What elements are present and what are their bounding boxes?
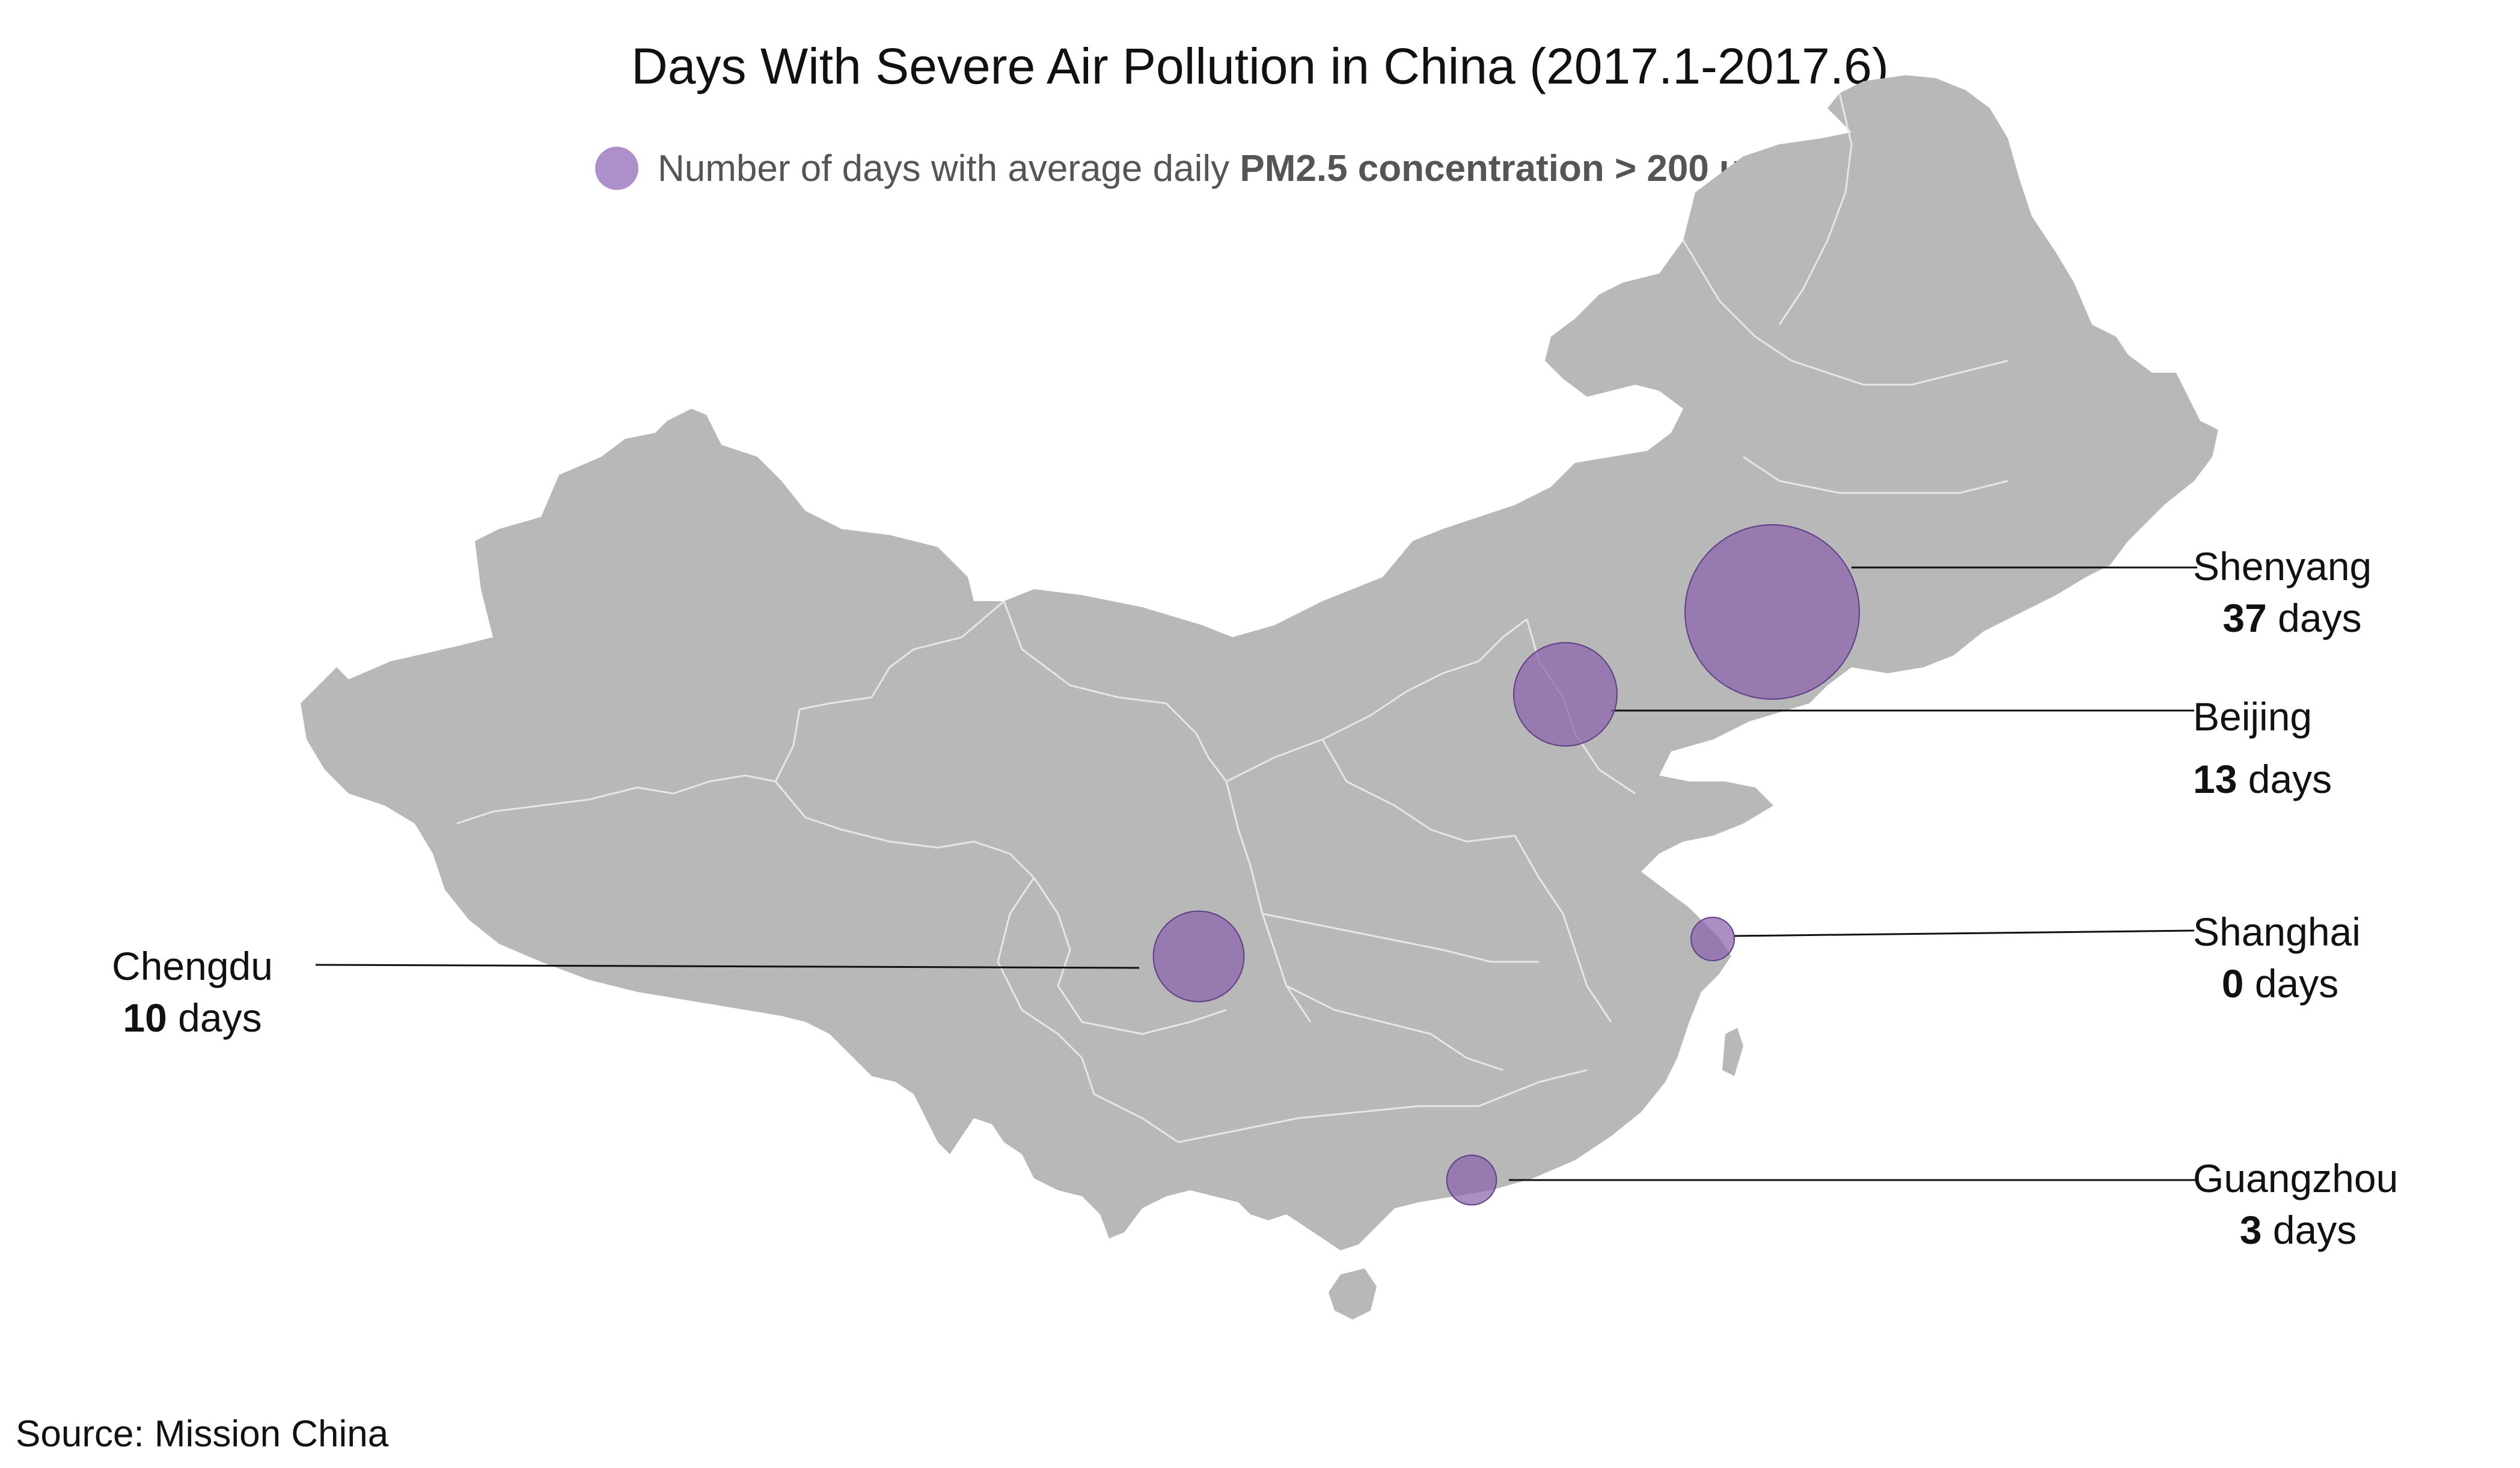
legend-text-prefix: Number of days with average daily [658,147,1230,189]
border-sichuan [1033,877,1227,1035]
border-inner-mongolia [1226,618,1528,783]
leader-lines [315,566,2197,1181]
beijing-label: Beijing 13 days [2193,691,2361,806]
shenyang-bubble [1684,524,1860,700]
border-hubei [1262,913,1539,963]
legend-marker [595,147,638,190]
border-heilongjiang [1778,93,1853,325]
chengdu-leader-line [315,964,1140,969]
source-note: Source: Mission China [16,1413,389,1455]
chengdu-name: Chengdu [112,944,273,988]
shenyang-days-value: 37 days [2222,595,2362,640]
mainland-shape [301,75,2218,1250]
border-guangdong [1178,1069,1588,1143]
border-northeast [1682,240,2008,386]
guangzhou-days-value: 3 days [2239,1207,2357,1252]
border-qinghai [774,781,1035,879]
border-xinjiang-east [774,600,1005,782]
taiwan-island [1722,1028,1743,1076]
shanghai-days-value: 0 days [2221,961,2339,1006]
chengdu-days-value: 10 days [123,995,262,1040]
shenyang-label: Shenyang 37 days [2193,541,2391,644]
shenyang-name: Shenyang [2193,544,2372,589]
chengdu-bubble [1152,910,1245,1003]
beijing-name: Beijing [2193,694,2313,739]
shanghai-label: Shanghai 0 days [2193,907,2367,1010]
bubbles [1152,524,1860,1206]
hainan-island [1329,1268,1377,1320]
guangzhou-name: Guangzhou [2193,1156,2399,1200]
beijing-days-value: 13 days [2193,756,2332,801]
chart-title: Days With Severe Air Pollution in China … [631,38,1889,94]
province-borders [456,93,2008,1143]
border-henan [1321,739,1515,843]
china-landmass [301,75,2218,1320]
guangzhou-label: Guangzhou 3 days [2193,1153,2403,1256]
chengdu-label: Chengdu 10 days [102,941,283,1044]
border-hunan [1286,985,1503,1071]
guangzhou-bubble [1446,1154,1497,1206]
border-gansu [1003,601,1228,782]
border-yunnan [997,877,1179,1143]
border-jilin [1743,456,2008,494]
border-xinjiang-tibet [456,774,776,825]
beijing-bubble [1513,642,1618,747]
shanghai-leader-line [1733,929,2195,937]
shanghai-name: Shanghai [2193,910,2361,954]
border-anhui [1514,835,1612,1023]
shanghai-bubble [1690,917,1735,961]
